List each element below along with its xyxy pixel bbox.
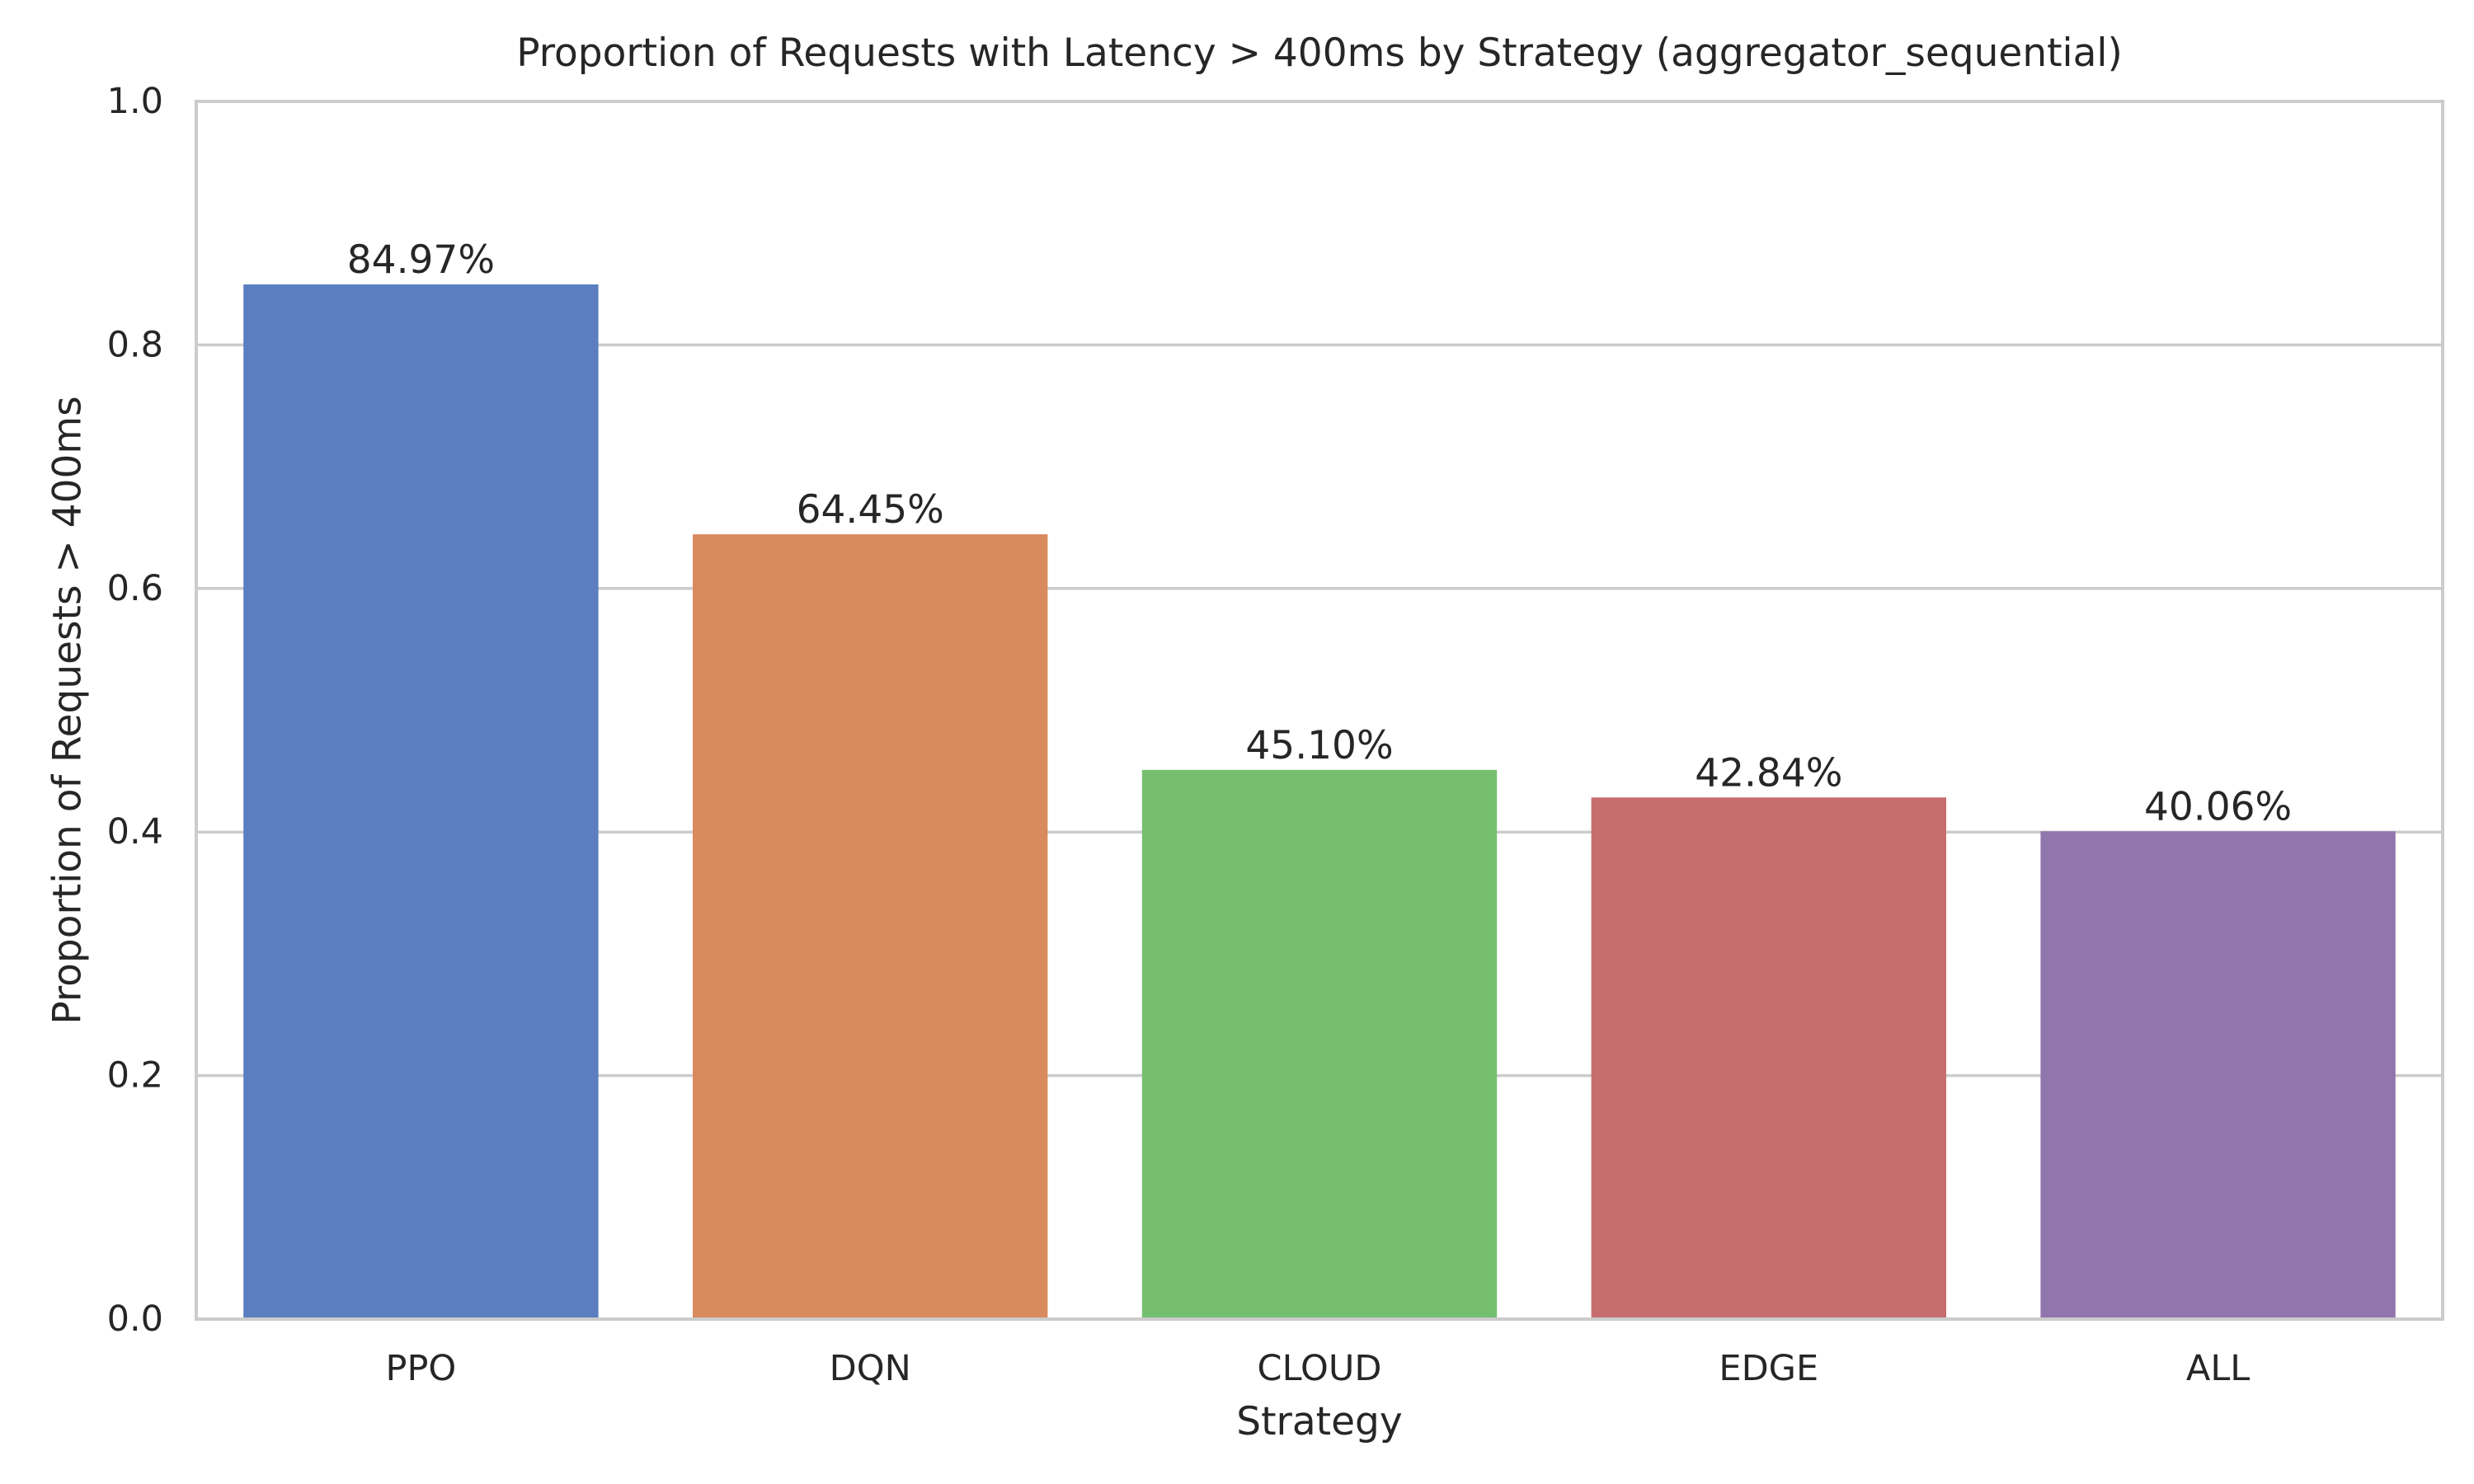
- data-label: 45.10%: [1245, 723, 1393, 768]
- data-label: 40.06%: [2144, 784, 2292, 829]
- chart-title: Proportion of Requests with Latency > 40…: [516, 31, 2123, 76]
- bar-edge: [1591, 797, 1946, 1319]
- y-axis-label: Proportion of Requests > 400ms: [45, 396, 91, 1024]
- x-tick-label: EDGE: [1719, 1348, 1818, 1389]
- data-labels: 84.97% 64.45% 45.10% 42.84% 40.06%: [347, 237, 2292, 829]
- bars: [243, 284, 2396, 1319]
- bar-ppo: [243, 284, 599, 1319]
- y-tick-label: 0.4: [107, 811, 163, 852]
- y-tick-label: 1.0: [107, 81, 163, 122]
- bar-all: [2040, 831, 2396, 1319]
- y-tick-label: 0.6: [107, 568, 163, 609]
- x-tick-label: PPO: [386, 1348, 457, 1389]
- data-label: 42.84%: [1695, 750, 1842, 796]
- plot-frame: [195, 100, 2444, 1321]
- bar-dqn: [693, 534, 1048, 1319]
- x-tick-labels: PPO DQN CLOUD EDGE ALL: [386, 1348, 2251, 1389]
- y-tick-label: 0.8: [107, 324, 163, 365]
- data-label: 64.45%: [797, 487, 944, 533]
- y-tick-labels: 0.0 0.2 0.4 0.6 0.8 1.0: [107, 81, 163, 1340]
- x-tick-label: ALL: [2186, 1348, 2250, 1389]
- x-axis-label: Strategy: [1236, 1399, 1402, 1444]
- x-tick-label: DQN: [830, 1348, 911, 1389]
- y-tick-label: 0.2: [107, 1055, 163, 1097]
- bar-cloud: [1141, 769, 1498, 1319]
- x-tick-label: CLOUD: [1258, 1348, 1382, 1389]
- data-label: 84.97%: [347, 237, 495, 283]
- y-tick-label: 0.0: [107, 1298, 163, 1340]
